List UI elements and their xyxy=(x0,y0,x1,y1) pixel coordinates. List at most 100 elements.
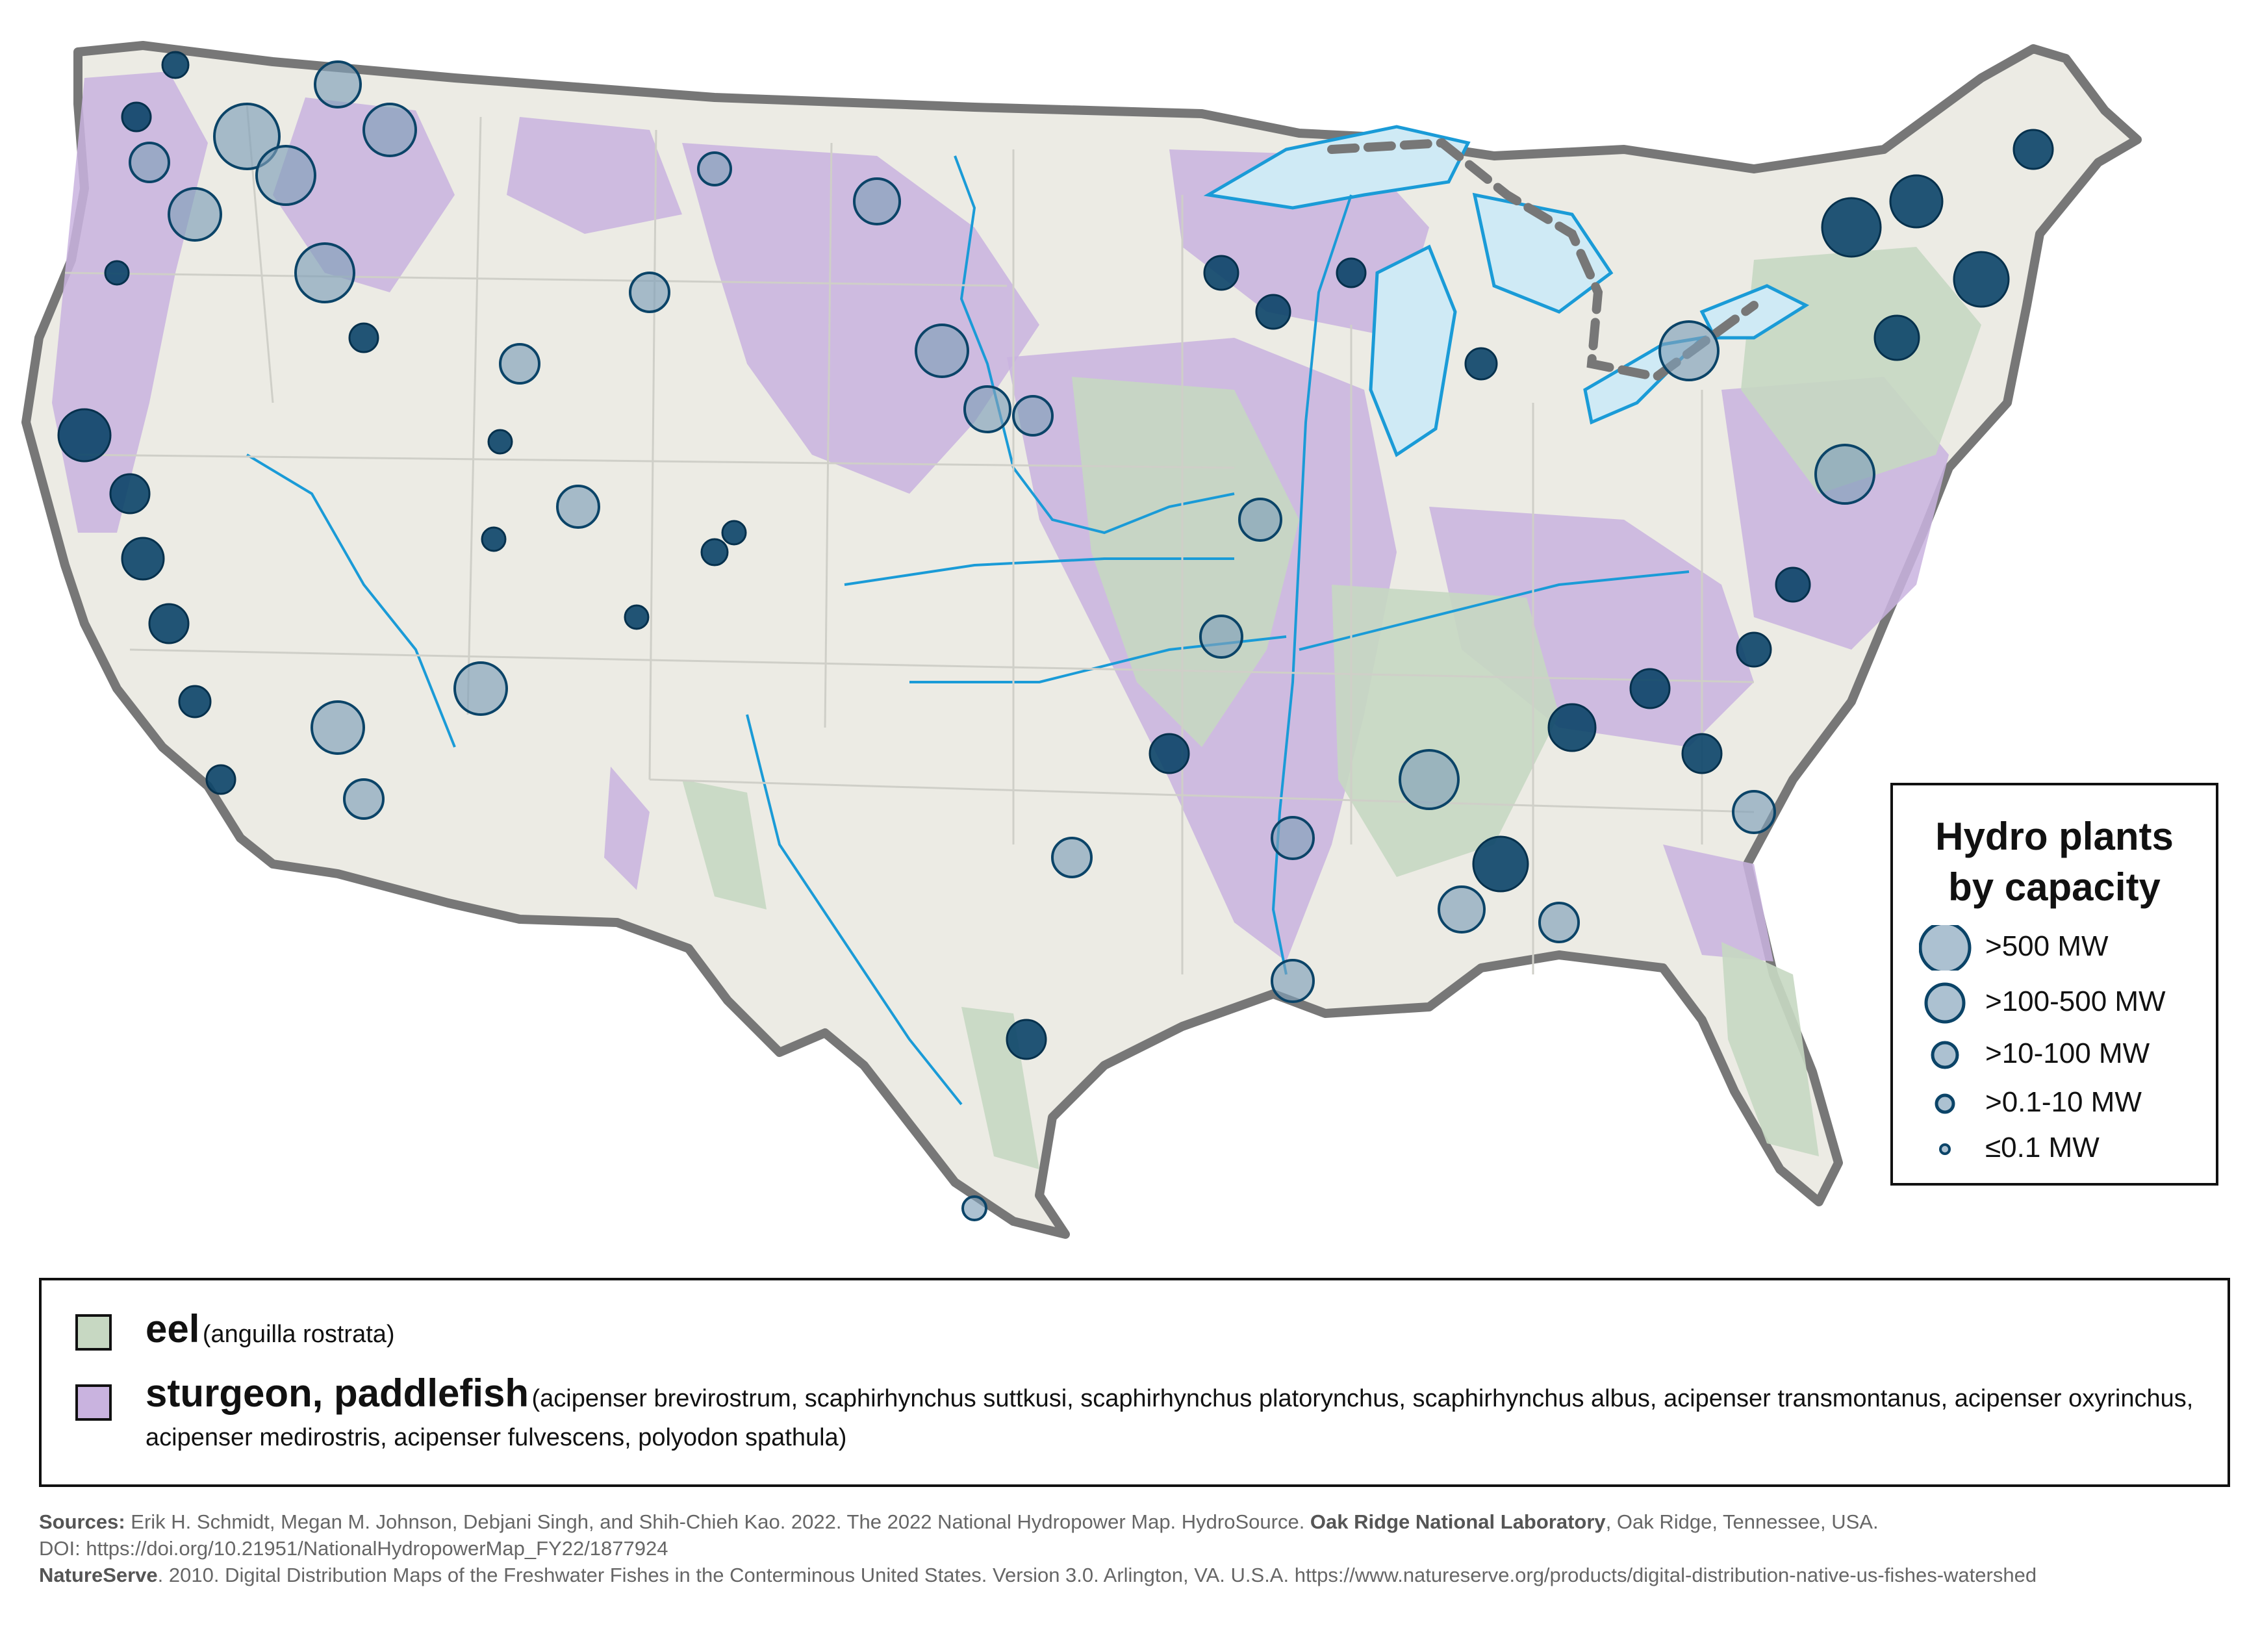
eel-swatch xyxy=(75,1314,112,1351)
capacity-legend-item: >10-100 MW xyxy=(1893,1032,2216,1078)
sources-citation-2: . 2010. Digital Distribution Maps of the… xyxy=(157,1564,2037,1586)
hydro-plant xyxy=(1953,251,2010,308)
hydro-plant xyxy=(1012,395,1054,437)
hydro-plant xyxy=(213,103,281,170)
hydro-plant xyxy=(1006,1019,1047,1060)
hydro-plant xyxy=(362,103,417,157)
capacity-legend: Hydro plants by capacity >500 MW >100-50… xyxy=(1890,783,2218,1186)
hydro-plant xyxy=(255,145,316,206)
hydro-plant xyxy=(1736,631,1772,668)
hydro-plant xyxy=(721,520,747,546)
hydro-plant xyxy=(481,526,507,552)
sturgeon-legend-entry: sturgeon, paddlefish (acipenser breviros… xyxy=(146,1374,2211,1460)
hydro-plant xyxy=(1873,314,1920,361)
hydro-plant xyxy=(963,385,1011,433)
hydro-plant xyxy=(1732,790,1776,834)
hydro-plant xyxy=(1775,566,1811,603)
hydro-plant xyxy=(104,260,130,286)
hydro-plant xyxy=(343,778,385,820)
hydro-plant xyxy=(1547,703,1597,752)
sturgeon-name: sturgeon, paddlefish xyxy=(146,1371,529,1415)
hydro-plant xyxy=(121,537,165,581)
sources-line-3: NatureServe. 2010. Digital Distribution … xyxy=(39,1562,2222,1588)
capacity-legend-item: >500 MW xyxy=(1893,925,2216,971)
sources-label: Sources: xyxy=(39,1510,125,1533)
state-boundaries xyxy=(64,103,1755,974)
hydro-plant xyxy=(499,343,540,385)
hydro-plant xyxy=(121,101,152,133)
hydro-plant xyxy=(161,51,190,79)
capacity-symbol-xs xyxy=(1939,1143,1951,1155)
hydro-plant xyxy=(915,324,969,378)
hydro-plant xyxy=(294,242,355,303)
capacity-label: >10-100 MW xyxy=(1985,1037,2150,1069)
hydro-plant xyxy=(1814,444,1875,505)
capacity-label: >100-500 MW xyxy=(1985,985,2166,1017)
hydro-plant xyxy=(1336,257,1367,288)
hydro-plant xyxy=(2012,129,2054,170)
hydro-plant xyxy=(1464,347,1498,381)
hydro-plants xyxy=(57,51,2054,1221)
hydro-plant xyxy=(1821,197,1882,258)
capacity-legend-item: >100-500 MW xyxy=(1893,980,2216,1026)
capacity-symbol-lg xyxy=(1924,982,1966,1024)
capacity-legend-title-line2: by capacity xyxy=(1948,865,2161,909)
hydro-plant xyxy=(57,408,112,463)
hydro-plant xyxy=(556,485,600,529)
hydro-plant xyxy=(624,604,650,630)
hydro-plant xyxy=(109,473,151,515)
map-canvas xyxy=(21,41,2142,1239)
hydro-plant xyxy=(487,429,513,455)
hydro-plant xyxy=(1681,733,1723,774)
international-border xyxy=(1327,138,1758,382)
capacity-label: >0.1-10 MW xyxy=(1985,1086,2142,1118)
eel-scientific: (anguilla rostrata) xyxy=(202,1321,395,1348)
hydro-plant xyxy=(1199,615,1243,659)
capacity-symbol-md xyxy=(1931,1041,1959,1069)
sturgeon-scientific: (acipenser brevirostrum, scaphirhynchus … xyxy=(146,1385,2194,1451)
eel-name: eel xyxy=(146,1307,200,1351)
capacity-label: ≤0.1 MW xyxy=(1985,1132,2100,1163)
hydro-plant xyxy=(1203,255,1239,291)
capacity-symbol-sm xyxy=(1935,1093,1955,1114)
hydro-plant xyxy=(1658,320,1720,381)
hydro-plant xyxy=(961,1195,987,1221)
species-legend: eel (anguilla rostrata) sturgeon, paddle… xyxy=(39,1278,2230,1487)
sources-citation-1: Erik H. Schmidt, Megan M. Johnson, Debja… xyxy=(125,1510,1310,1533)
capacity-legend-title: Hydro plants by capacity xyxy=(1893,811,2216,913)
hydro-plant xyxy=(1438,885,1486,934)
hydro-plant xyxy=(1271,816,1315,860)
sources-note: Sources: Erik H. Schmidt, Megan M. Johns… xyxy=(39,1508,2222,1588)
hydro-plant xyxy=(178,685,212,718)
hydro-plant xyxy=(1472,835,1529,893)
hydro-plant xyxy=(700,538,729,566)
hydro-plant xyxy=(348,322,379,353)
hydro-plant xyxy=(1399,749,1460,810)
hydro-plant xyxy=(629,272,670,313)
capacity-legend-item: >0.1-10 MW xyxy=(1893,1081,2216,1126)
hydro-plant xyxy=(1629,668,1671,709)
hydro-plant xyxy=(311,700,365,755)
eel-legend-entry: eel (anguilla rostrata) xyxy=(146,1306,395,1351)
hydro-plant xyxy=(314,60,362,108)
hydro-plant xyxy=(1271,959,1315,1003)
sources-citation-1-end: , Oak Ridge, Tennessee, USA. xyxy=(1605,1510,1879,1533)
sturgeon-swatch xyxy=(75,1384,112,1421)
capacity-symbol-xl xyxy=(1919,925,1972,971)
hydro-plant xyxy=(1238,498,1282,542)
us-landmass xyxy=(21,41,2142,1239)
hydro-plant xyxy=(129,142,170,183)
hydro-plant xyxy=(205,764,236,795)
capacity-legend-item: ≤0.1 MW xyxy=(1893,1126,2216,1172)
hydro-plant xyxy=(1051,837,1093,878)
us-map xyxy=(21,41,2142,1239)
hydro-plant xyxy=(1538,902,1580,943)
hydro-plant xyxy=(1255,294,1291,330)
capacity-label: >500 MW xyxy=(1985,930,2109,962)
hydro-plant xyxy=(1149,733,1190,774)
hydro-plant xyxy=(453,661,508,716)
hydro-plant xyxy=(1889,174,1944,229)
sources-org-2: NatureServe xyxy=(39,1564,158,1586)
hydro-plant xyxy=(853,177,901,225)
sources-line-2: DOI: https://doi.org/10.21951/NationalHy… xyxy=(39,1537,668,1560)
